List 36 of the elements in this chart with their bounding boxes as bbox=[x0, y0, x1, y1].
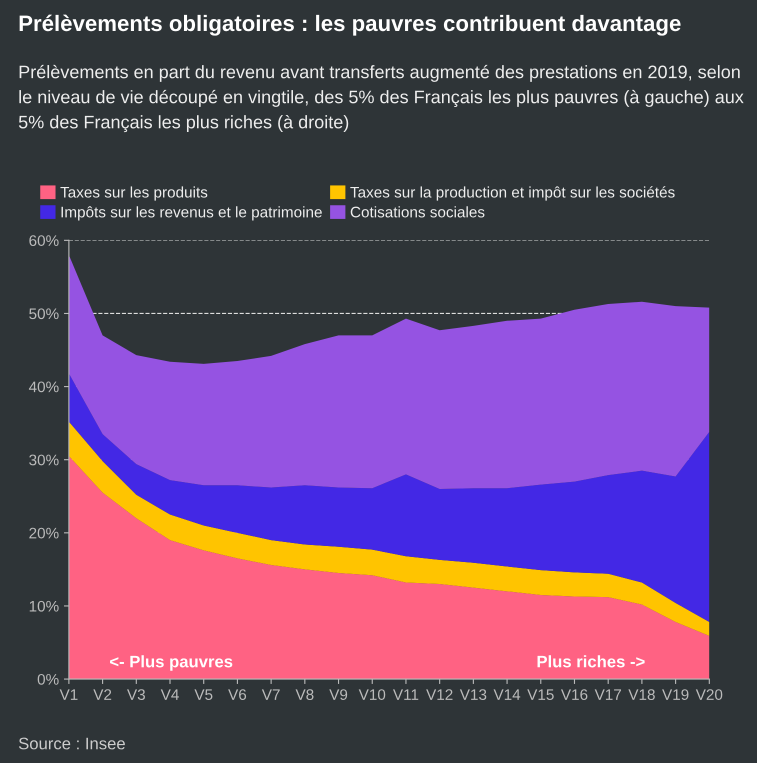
x-tick-label: V13 bbox=[460, 689, 486, 700]
x-tick-label: V9 bbox=[329, 689, 348, 700]
x-tick-label: V14 bbox=[494, 689, 520, 700]
y-tick-label: 30% bbox=[29, 454, 59, 466]
y-tick-label: 20% bbox=[29, 528, 59, 539]
x-tick-label: V19 bbox=[662, 689, 688, 700]
x-tick-label: V20 bbox=[696, 689, 722, 700]
legend-label: Impôts sur les revenus et le patrimoine bbox=[62, 206, 322, 220]
y-tick-label: 40% bbox=[28, 381, 59, 392]
x-tick-label: V10 bbox=[358, 689, 386, 700]
x-tick-label: V16 bbox=[560, 689, 588, 700]
x-tick-label: V1 bbox=[60, 689, 78, 700]
x-tick-label: V18 bbox=[628, 689, 655, 700]
x-tick-label: V7 bbox=[262, 689, 280, 700]
x-tick-label: V4 bbox=[160, 689, 179, 700]
y-tick-label: 50% bbox=[29, 308, 59, 320]
x-tick-label: V15 bbox=[527, 689, 554, 700]
y-tick-label: 10% bbox=[30, 600, 59, 612]
annotation: <- Plus pauvres bbox=[110, 655, 232, 671]
x-tick-label: V5 bbox=[194, 689, 212, 700]
legend-label: Cotisations sociales bbox=[350, 206, 484, 218]
source-note: Source : Insee bbox=[18, 738, 125, 750]
y-tick-label: 0% bbox=[38, 674, 59, 685]
x-tick-label: V6 bbox=[228, 689, 246, 700]
x-tick-label: V3 bbox=[127, 689, 145, 700]
chart-subtitle: Prélèvements en part du revenu avant transferts augmenté des prestations en 2019, selon le niveau de vie découpé en vingtile, des 5% des Français les plus pauvres (à gauche) aux 5% des Français les plus riches (à droite) bbox=[18, 64, 744, 132]
x-tick-label: V12 bbox=[426, 689, 452, 700]
legend-label: Taxes sur la production et impôt sur les sociétés bbox=[350, 186, 675, 201]
chart-title: Prélèvements obligatoires : les pauvres contribuent davantage bbox=[20, 14, 681, 36]
legend-label: Taxes sur les produits bbox=[60, 186, 208, 201]
y-tick-label: 60% bbox=[29, 235, 59, 246]
x-tick-label: V11 bbox=[392, 689, 418, 700]
annotation: Plus riches -> bbox=[538, 655, 645, 668]
x-tick-label: V17 bbox=[594, 689, 622, 700]
x-tick-label: V8 bbox=[296, 689, 314, 700]
x-tick-label: V2 bbox=[93, 689, 112, 700]
